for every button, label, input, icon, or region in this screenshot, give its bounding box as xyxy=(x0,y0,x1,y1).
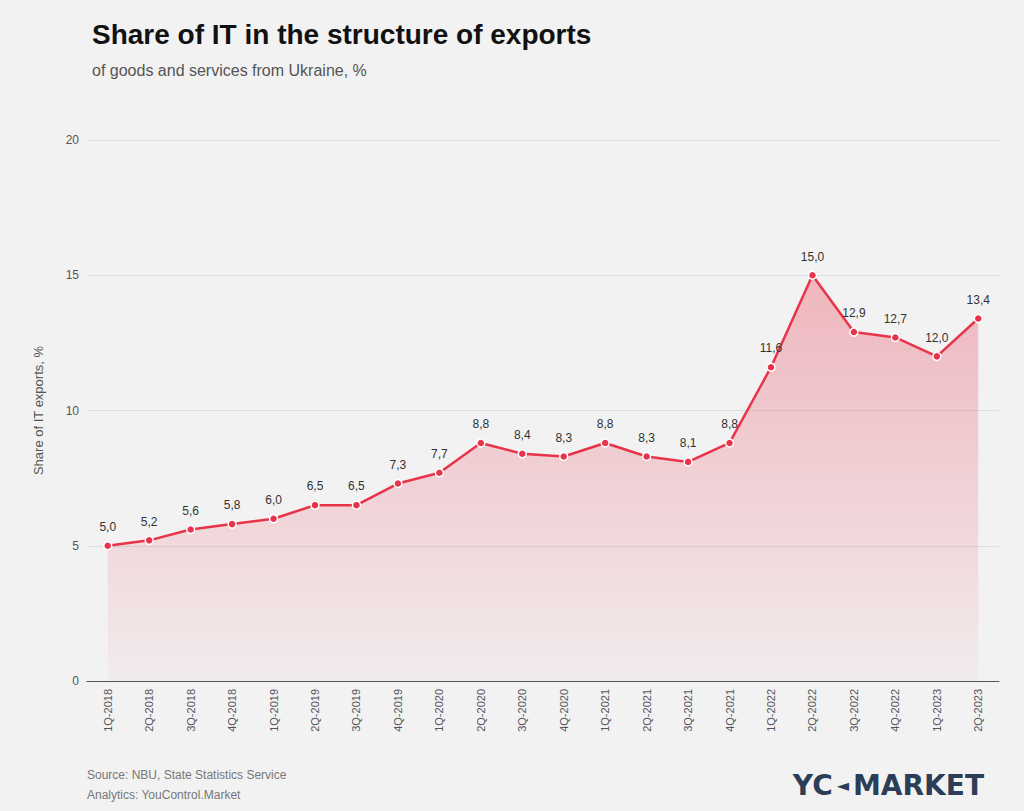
svg-text:3Q-2019: 3Q-2019 xyxy=(350,689,362,732)
svg-text:8,4: 8,4 xyxy=(514,428,531,442)
svg-text:12,0: 12,0 xyxy=(925,331,949,345)
svg-text:5,0: 5,0 xyxy=(99,520,116,534)
svg-text:15,0: 15,0 xyxy=(801,250,825,264)
svg-text:6,5: 6,5 xyxy=(307,479,324,493)
svg-text:of goods and services from Ukr: of goods and services from Ukraine, % xyxy=(92,62,367,79)
svg-text:Share of IT in the structure o: Share of IT in the structure of exports xyxy=(92,19,591,50)
svg-text:8,3: 8,3 xyxy=(555,431,572,445)
svg-text:3Q-2022: 3Q-2022 xyxy=(848,689,860,732)
svg-text:15: 15 xyxy=(66,268,80,282)
svg-text:Share of IT exports, %: Share of IT exports, % xyxy=(31,346,46,476)
svg-text:MARKET: MARKET xyxy=(853,769,984,802)
svg-text:6,0: 6,0 xyxy=(265,493,282,507)
svg-text:2Q-2021: 2Q-2021 xyxy=(641,689,653,732)
svg-text:1Q-2019: 1Q-2019 xyxy=(268,689,280,732)
svg-text:2Q-2020: 2Q-2020 xyxy=(475,689,487,732)
svg-text:0: 0 xyxy=(72,674,79,688)
svg-text:3Q-2020: 3Q-2020 xyxy=(516,689,528,732)
svg-text:12,9: 12,9 xyxy=(842,306,866,320)
svg-text:8,3: 8,3 xyxy=(638,431,655,445)
svg-text:4Q-2018: 4Q-2018 xyxy=(226,689,238,732)
svg-text:2Q-2023: 2Q-2023 xyxy=(972,689,984,732)
svg-text:1Q-2020: 1Q-2020 xyxy=(433,689,445,732)
svg-text:6,5: 6,5 xyxy=(348,479,365,493)
svg-text:4Q-2022: 4Q-2022 xyxy=(889,689,901,732)
svg-text:12,7: 12,7 xyxy=(884,312,908,326)
svg-text:11,6: 11,6 xyxy=(760,341,783,355)
svg-text:1Q-2022: 1Q-2022 xyxy=(765,689,777,732)
svg-text:2Q-2022: 2Q-2022 xyxy=(806,689,818,732)
svg-text:1Q-2021: 1Q-2021 xyxy=(599,689,611,732)
svg-text:3Q-2021: 3Q-2021 xyxy=(682,689,694,732)
svg-text:8,8: 8,8 xyxy=(721,417,738,431)
svg-text:3Q-2018: 3Q-2018 xyxy=(185,689,197,732)
svg-text:Analytics: YouControl.Market: Analytics: YouControl.Market xyxy=(87,788,241,802)
svg-text:7,3: 7,3 xyxy=(390,458,407,472)
svg-text:5,2: 5,2 xyxy=(141,515,158,529)
svg-text:2Q-2019: 2Q-2019 xyxy=(309,689,321,732)
svg-text:10: 10 xyxy=(66,404,80,418)
svg-text:8,8: 8,8 xyxy=(472,417,489,431)
svg-text:7,7: 7,7 xyxy=(431,447,448,461)
svg-text:◄: ◄ xyxy=(837,776,850,795)
svg-text:5,6: 5,6 xyxy=(182,504,199,518)
svg-text:13,4: 13,4 xyxy=(967,293,991,307)
svg-text:1Q-2018: 1Q-2018 xyxy=(102,689,114,732)
svg-text:8,8: 8,8 xyxy=(597,417,614,431)
svg-text:5: 5 xyxy=(72,539,79,553)
svg-text:5,8: 5,8 xyxy=(224,498,241,512)
svg-text:4Q-2021: 4Q-2021 xyxy=(724,689,736,732)
svg-text:8,1: 8,1 xyxy=(680,436,697,450)
svg-text:Source: NBU, State Statistics: Source: NBU, State Statistics Service xyxy=(87,768,287,782)
svg-text:20: 20 xyxy=(66,133,80,147)
svg-text:2Q-2018: 2Q-2018 xyxy=(143,689,155,732)
svg-text:YC: YC xyxy=(792,769,833,802)
svg-text:1Q-2023: 1Q-2023 xyxy=(931,689,943,732)
svg-text:4Q-2020: 4Q-2020 xyxy=(558,689,570,732)
svg-text:4Q-2019: 4Q-2019 xyxy=(392,689,404,732)
